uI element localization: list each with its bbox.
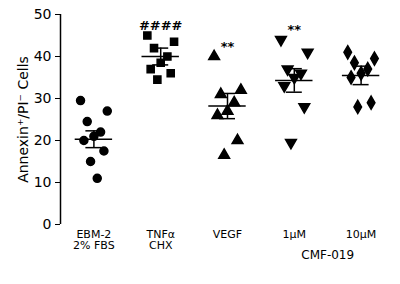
svg-text:10μM: 10μM [346,228,377,241]
svg-text:CMF-019: CMF-019 [301,248,354,262]
svg-text:####: #### [139,18,183,33]
svg-text:TNFαCHX: TNFαCHX [145,228,175,252]
svg-text:30: 30 [34,90,52,106]
svg-text:40: 40 [34,48,52,64]
svg-text:10: 10 [34,174,52,190]
svg-text:EBM-22% FBS: EBM-22% FBS [73,228,115,252]
svg-text:1μM: 1μM [283,228,307,241]
svg-text:Annexin⁺/PI⁻ Cells: Annexin⁺/PI⁻ Cells [15,56,31,183]
svg-text:0: 0 [43,216,52,232]
svg-text:**: ** [221,39,235,54]
svg-text:**: ** [287,22,301,37]
svg-text:50: 50 [34,6,52,22]
svg-text:20: 20 [34,132,52,148]
svg-text:VEGF: VEGF [213,228,242,241]
